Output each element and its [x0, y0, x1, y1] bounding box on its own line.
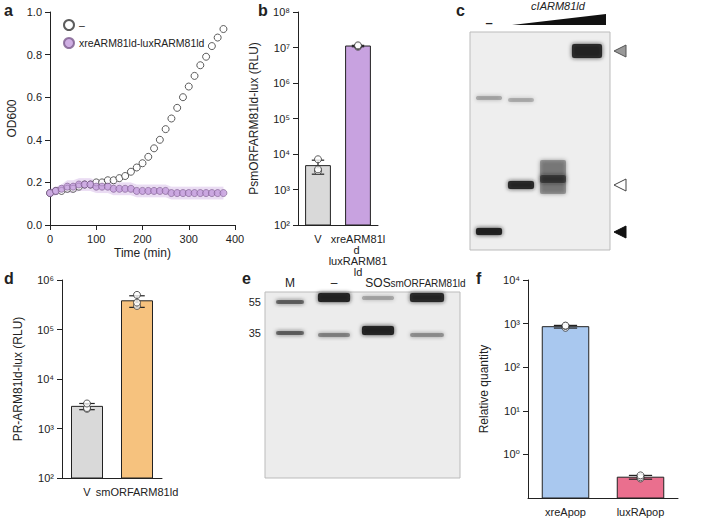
svg-text:d: d — [4, 270, 14, 287]
svg-text:10⁵: 10⁵ — [37, 324, 54, 336]
svg-text:0.2: 0.2 — [27, 176, 42, 188]
svg-text:10³: 10³ — [38, 423, 54, 435]
svg-text:luxRARM81: luxRARM81 — [328, 254, 388, 267]
svg-text:300: 300 — [180, 233, 198, 245]
svg-text:55: 55 — [249, 296, 261, 308]
svg-text:10²: 10² — [38, 472, 54, 484]
svg-text:0.4: 0.4 — [27, 134, 42, 146]
svg-text:10⁶: 10⁶ — [37, 274, 54, 286]
svg-text:e: e — [242, 270, 251, 287]
svg-text:0.8: 0.8 — [27, 49, 42, 61]
svg-text:0.0: 0.0 — [27, 219, 42, 231]
svg-text:OD600: OD600 — [5, 99, 19, 137]
svg-text:xreApop: xreApop — [545, 506, 586, 518]
svg-text:10⁶: 10⁶ — [273, 77, 290, 89]
svg-text:35: 35 — [249, 327, 261, 339]
svg-text:10²: 10² — [274, 219, 290, 231]
svg-text:0.6: 0.6 — [27, 91, 42, 103]
svg-text:Time (min): Time (min) — [114, 246, 171, 260]
svg-text:10⁴: 10⁴ — [37, 373, 54, 385]
svg-text:cIARM81ld: cIARM81ld — [531, 0, 586, 12]
svg-text:Relative quantity: Relative quantity — [477, 345, 491, 434]
svg-text:d: d — [353, 243, 363, 256]
svg-text:c: c — [456, 2, 465, 19]
svg-text:PsmORFARM81ld-lux (RLU): PsmORFARM81ld-lux (RLU) — [247, 42, 261, 195]
svg-text:a: a — [4, 2, 13, 19]
svg-text:100: 100 — [87, 233, 105, 245]
svg-text:10¹: 10¹ — [504, 405, 520, 417]
svg-text:f: f — [476, 270, 482, 287]
svg-text:smORFARM81ld: smORFARM81ld — [96, 486, 179, 498]
svg-text:0: 0 — [47, 233, 53, 245]
svg-text:10⁷: 10⁷ — [274, 42, 290, 54]
svg-text:10⁴: 10⁴ — [273, 148, 290, 160]
svg-text:–: – — [331, 276, 338, 290]
svg-text:200: 200 — [133, 233, 151, 245]
svg-text:10⁵: 10⁵ — [273, 113, 290, 125]
svg-text:V: V — [314, 233, 322, 245]
svg-text:–: – — [485, 15, 492, 30]
svg-text:ld: ld — [354, 266, 363, 278]
svg-text:PR-ARM81ld-lux (RLU): PR-ARM81ld-lux (RLU) — [11, 317, 25, 442]
svg-text:SOS: SOS — [365, 276, 390, 290]
svg-text:V: V — [83, 486, 91, 498]
svg-text:–: – — [79, 19, 85, 31]
svg-text:luxRApop: luxRApop — [617, 506, 665, 518]
svg-text:10⁴: 10⁴ — [503, 274, 520, 286]
svg-text:10⁸: 10⁸ — [273, 6, 290, 18]
svg-text:xreARM81l: xreARM81l — [330, 232, 386, 245]
svg-text:10³: 10³ — [274, 184, 290, 196]
svg-text:400: 400 — [226, 233, 244, 245]
svg-text:xreARM81ld-luxRARM81ld: xreARM81ld-luxRARM81ld — [79, 37, 205, 49]
svg-text:smORFARM81ld: smORFARM81ld — [390, 278, 465, 289]
svg-text:M: M — [285, 276, 295, 290]
svg-text:10³: 10³ — [504, 318, 520, 330]
svg-text:b: b — [258, 2, 268, 19]
svg-text:1.0: 1.0 — [27, 6, 42, 18]
svg-text:10²: 10² — [504, 361, 520, 373]
svg-text:10⁰: 10⁰ — [503, 448, 520, 460]
